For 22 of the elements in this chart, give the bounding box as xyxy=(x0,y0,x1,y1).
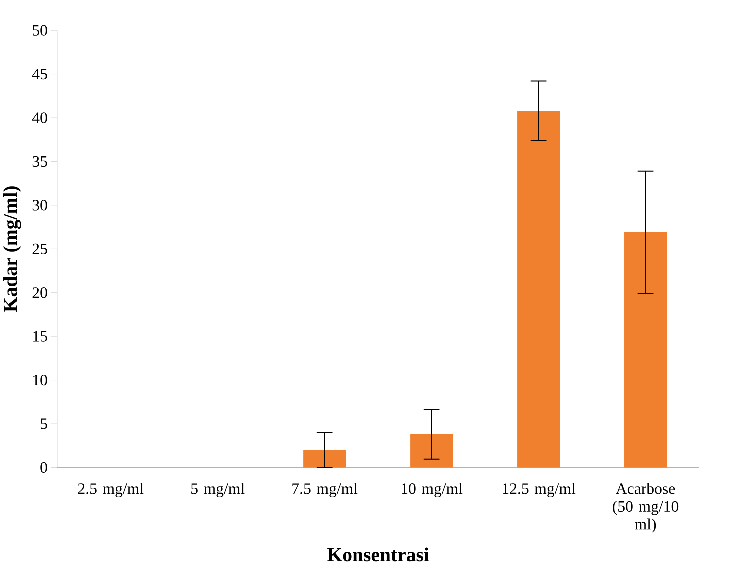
y-tick-label: 0 xyxy=(40,462,48,474)
y-axis-title: Kadar (mg/ml) xyxy=(3,186,22,312)
y-tick-label: 25 xyxy=(32,244,48,255)
x-tick-label: 12.5 mg/ml xyxy=(503,483,576,498)
y-tick-label: 35 xyxy=(32,156,48,168)
y-tick-label: 30 xyxy=(32,200,48,211)
x-axis-title: Konsentrasi xyxy=(328,548,430,562)
x-tick-label: 7.5 mg/ml xyxy=(292,483,358,498)
bar xyxy=(518,111,560,468)
y-tick-label: 5 xyxy=(40,418,48,430)
x-tick-label: 10 mg/ml xyxy=(402,483,463,498)
x-tick-label: Acarbose (50 mg/10 ml) xyxy=(613,483,679,534)
x-tick-label: 2.5 mg/ml xyxy=(78,483,144,498)
y-tick-label: 45 xyxy=(32,69,48,80)
y-tick-label: 20 xyxy=(32,288,48,298)
x-tick-label: 5 mg/ml xyxy=(192,483,245,498)
y-tick-label: 40 xyxy=(32,112,48,124)
bar xyxy=(624,232,668,468)
y-tick-label: 50 xyxy=(33,25,48,36)
bar xyxy=(304,450,346,468)
y-tick-label: 15 xyxy=(34,331,48,342)
y-tick-label: 10 xyxy=(34,375,48,386)
